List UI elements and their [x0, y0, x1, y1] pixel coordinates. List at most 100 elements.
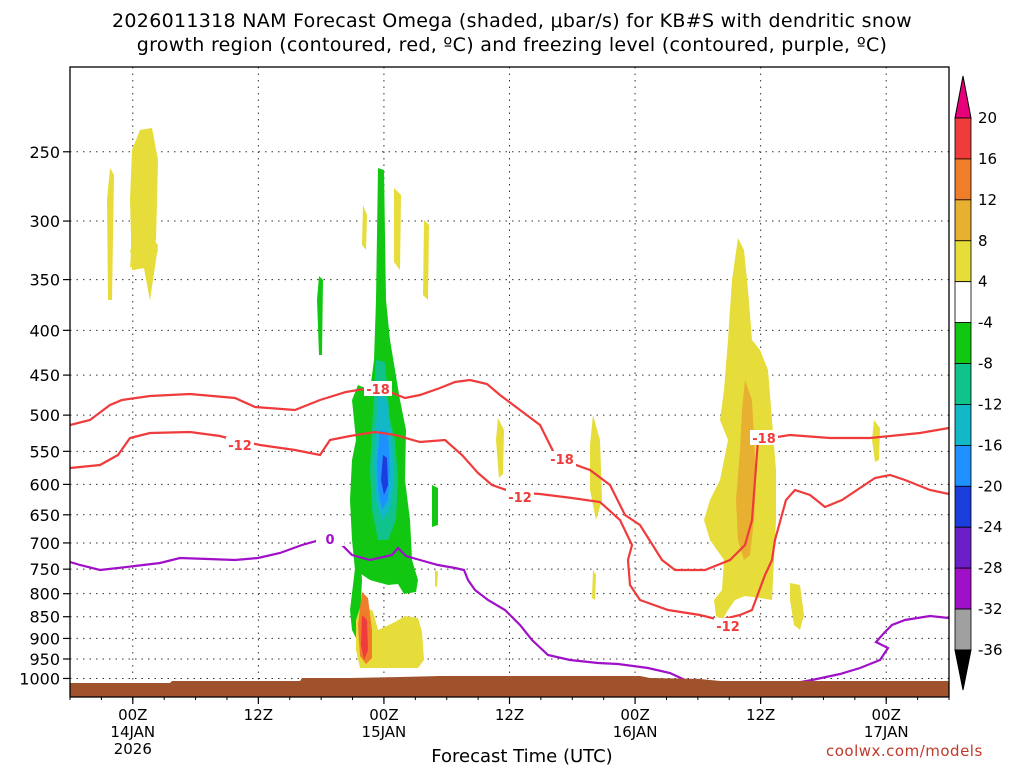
y-tick-label: 850	[29, 608, 60, 627]
contour-purple-zero	[70, 536, 949, 686]
colorbar-box	[954, 567, 972, 610]
colorbar-label: 4	[978, 273, 988, 291]
y-tick-label: 350	[29, 271, 60, 290]
colorbar-label: -4	[978, 314, 993, 332]
omega-region	[394, 188, 401, 270]
omega-region	[381, 455, 388, 495]
colorbar: 20 16 12 8 4 -4 -8 -12 -16 -20 -24 -28 -32 -36	[954, 75, 1003, 691]
colorbar-box	[954, 158, 972, 201]
omega-region	[435, 570, 438, 587]
x-tick-year: 2026	[114, 740, 152, 758]
y-tick-label: 950	[29, 650, 60, 669]
x-tick-label: 00Z	[620, 706, 649, 724]
colorbar-box	[954, 281, 972, 324]
omega-region	[356, 608, 424, 668]
colorbar-label: -32	[978, 600, 1003, 618]
x-tick-date: 16JAN	[613, 723, 658, 741]
x-tick-label: 00Z	[369, 706, 398, 724]
colorbar-box	[954, 444, 972, 487]
contour-label-bg	[714, 618, 742, 633]
colorbar-box	[954, 240, 972, 283]
omega-region	[432, 485, 438, 527]
colorbar-label: -28	[978, 559, 1003, 577]
contour-label-bg	[548, 451, 576, 466]
contour-label-bg	[364, 381, 392, 396]
omega-region	[592, 570, 596, 600]
contour-label: 0	[325, 533, 334, 548]
y-tick-label: 300	[29, 212, 60, 231]
colorbar-label: -12	[978, 395, 1003, 413]
colorbar-box	[954, 526, 972, 569]
colorbar-label: 8	[978, 232, 988, 250]
y-tick-label: 900	[29, 629, 60, 648]
colorbar-label: -8	[978, 355, 993, 373]
colorbar-box	[954, 363, 972, 405]
contour-label: -12	[716, 620, 740, 635]
y-tick-label: 700	[29, 534, 60, 553]
plot-frame	[69, 66, 950, 698]
omega-region	[361, 615, 368, 660]
contour-red-minus18	[70, 378, 949, 572]
contour-label-bg	[316, 531, 344, 546]
y-tick-label: 600	[29, 475, 60, 494]
omega-region	[130, 128, 158, 270]
x-tick-label: 12Z	[244, 706, 273, 724]
grid	[70, 67, 949, 697]
contour-label-bg	[226, 437, 254, 452]
chart-title: 2026011318 NAM Forecast Omega (shaded, μ…	[112, 10, 912, 32]
y-tick-label: 750	[29, 560, 60, 579]
y-axis: 250 300 350 400 450 500 550 600 650 700 750 800 850 9…	[19, 143, 70, 688]
colorbar-label: 20	[978, 109, 997, 127]
chart-subtitle: growth region (contoured, red, ºC) and f…	[136, 34, 888, 56]
y-tick-label: 400	[29, 321, 60, 340]
colorbar-bottom-arrow	[954, 649, 972, 691]
contour-label: -12	[228, 439, 252, 454]
x-tick-date: 14JAN	[110, 723, 155, 741]
contour-label: -18	[366, 383, 390, 398]
colorbar-label: -16	[978, 436, 1003, 454]
colorbar-box	[954, 485, 972, 528]
credit-link[interactable]: coolwx.com/models	[826, 742, 983, 760]
colorbar-box	[954, 322, 972, 364]
contour-label-bg	[750, 430, 778, 445]
colorbar-label: -20	[978, 477, 1003, 495]
omega-region	[317, 276, 323, 355]
y-tick-label: 800	[29, 585, 60, 604]
y-tick-label: 250	[29, 143, 60, 162]
y-tick-label: 450	[29, 366, 60, 385]
x-axis-label: Forecast Time (UTC)	[431, 746, 613, 767]
colorbar-label: 16	[978, 150, 997, 168]
contour-red-minus12	[70, 430, 949, 622]
omega-region	[362, 205, 367, 250]
y-tick-label: 1000	[19, 669, 60, 688]
omega-region	[872, 420, 880, 462]
contour-label: -12	[508, 491, 532, 506]
colorbar-box	[954, 608, 972, 651]
y-tick-label: 650	[29, 506, 60, 525]
terrain	[70, 676, 949, 697]
colorbar-label: 12	[978, 191, 997, 209]
colorbar-label: -36	[978, 641, 1003, 659]
x-tick-label: 00Z	[118, 706, 147, 724]
colorbar-top-arrow	[954, 75, 972, 119]
omega-region	[107, 168, 114, 300]
colorbar-box	[954, 199, 972, 242]
y-tick-label: 500	[29, 406, 60, 425]
colorbar-label: -24	[978, 518, 1003, 536]
contour-label: -18	[752, 432, 776, 447]
y-tick-label: 550	[29, 442, 60, 461]
omega-region	[704, 238, 776, 620]
colorbar-box	[954, 404, 972, 446]
contours	[70, 378, 949, 686]
x-tick-label: 12Z	[495, 706, 524, 724]
contour-label: -18	[550, 453, 574, 468]
omega-region	[423, 220, 429, 300]
omega-region	[790, 583, 804, 630]
omega-shading	[107, 128, 880, 668]
x-tick-label: 12Z	[746, 706, 775, 724]
omega-region	[590, 415, 602, 520]
contour-label-bg	[506, 489, 534, 504]
colorbar-box	[954, 117, 972, 160]
